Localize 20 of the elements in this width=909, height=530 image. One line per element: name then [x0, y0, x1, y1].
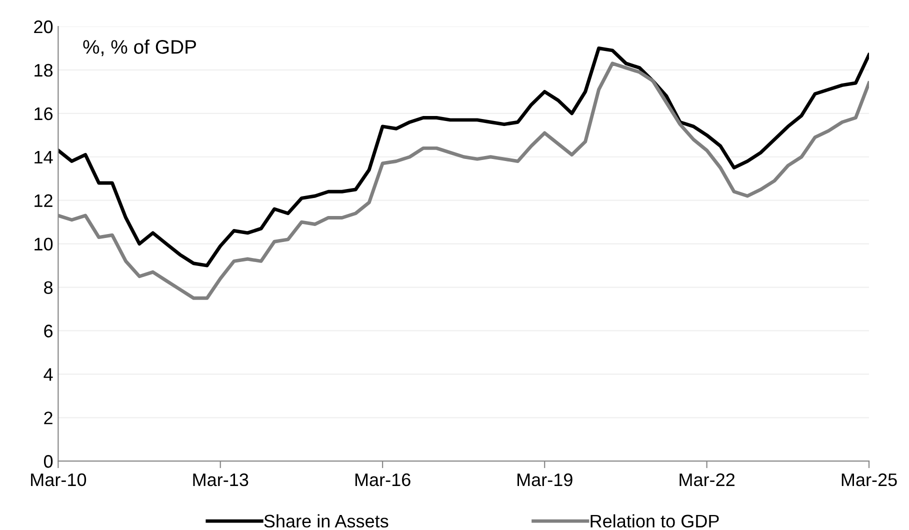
- x-tick-label: Mar-10: [31, 473, 86, 486]
- y-tick-label: 2: [44, 412, 52, 424]
- annotation: %, % of GDP: [83, 40, 196, 56]
- legend-label: Share in Assets: [264, 514, 388, 528]
- y-tick-label: 10: [34, 238, 53, 251]
- y-tick-label: 20: [34, 20, 53, 34]
- x-tick-label: Mar-19: [518, 473, 572, 486]
- x-tick-label: Mar-25: [842, 473, 897, 486]
- y-tick-label: 14: [34, 151, 53, 164]
- x-tick-label: Mar-16: [355, 473, 410, 486]
- y-tick-label: 0: [44, 455, 53, 468]
- legend-label: Relation to GDP: [590, 514, 719, 528]
- x-tick-label: Mar-22: [680, 473, 734, 486]
- y-tick-label: 12: [34, 194, 52, 207]
- y-tick-label: 8: [44, 281, 53, 294]
- y-tick-label: 18: [34, 64, 53, 77]
- y-tick-label: 16: [34, 107, 53, 120]
- y-tick-label: 4: [44, 368, 53, 381]
- x-tick-label: Mar-13: [193, 473, 248, 486]
- y-tick-label: 6: [44, 324, 53, 338]
